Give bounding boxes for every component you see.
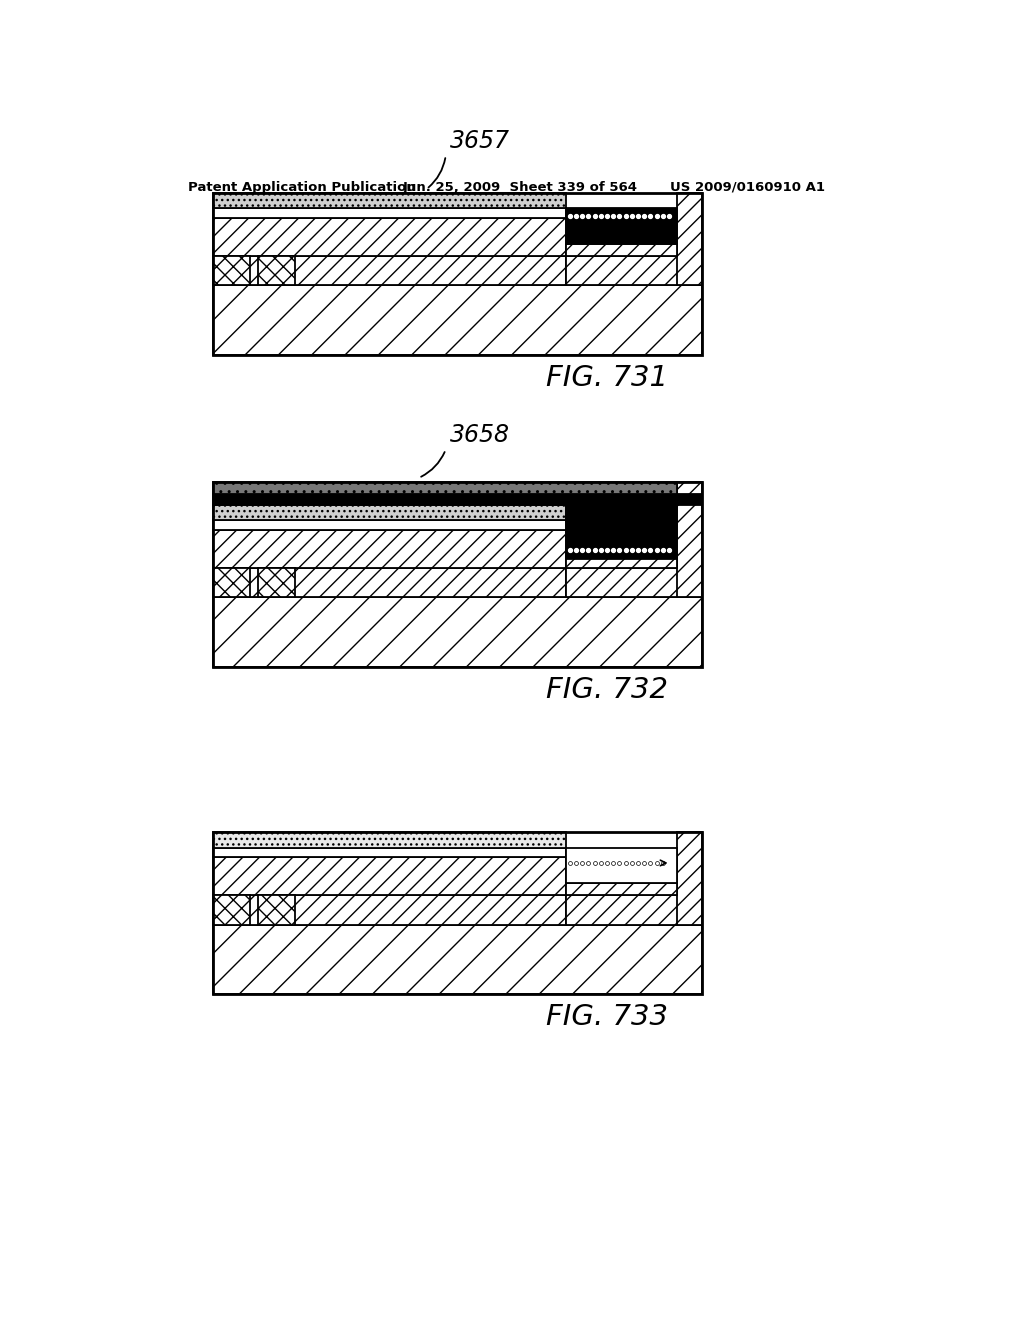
Bar bbox=[677, 482, 701, 598]
Text: Jun. 25, 2009  Sheet 339 of 564: Jun. 25, 2009 Sheet 339 of 564 bbox=[403, 181, 638, 194]
Text: 3657: 3657 bbox=[450, 129, 510, 153]
Bar bbox=[213, 256, 251, 285]
Bar bbox=[258, 568, 295, 598]
Bar bbox=[213, 924, 701, 994]
Bar bbox=[213, 285, 701, 355]
Bar bbox=[213, 529, 566, 568]
Bar bbox=[213, 568, 251, 598]
Bar bbox=[213, 494, 701, 506]
Bar bbox=[566, 895, 701, 924]
Bar bbox=[213, 506, 566, 520]
Bar bbox=[213, 520, 566, 529]
Bar bbox=[213, 895, 566, 924]
Bar bbox=[213, 832, 701, 994]
Bar bbox=[677, 193, 701, 285]
Bar bbox=[566, 883, 677, 895]
Bar bbox=[213, 895, 251, 924]
Bar bbox=[213, 568, 566, 598]
Text: US 2009/0160910 A1: US 2009/0160910 A1 bbox=[671, 181, 825, 194]
Bar bbox=[258, 256, 295, 285]
Bar bbox=[566, 506, 677, 558]
Bar bbox=[566, 568, 701, 598]
Bar bbox=[213, 847, 566, 857]
Bar bbox=[213, 482, 677, 494]
Bar bbox=[213, 482, 701, 667]
Bar bbox=[213, 193, 566, 209]
Bar bbox=[677, 832, 701, 924]
Bar bbox=[566, 256, 701, 285]
Text: FIG. 733: FIG. 733 bbox=[547, 1003, 669, 1031]
Bar bbox=[213, 857, 566, 895]
Bar bbox=[566, 209, 677, 244]
Text: FIG. 731: FIG. 731 bbox=[547, 364, 669, 392]
Text: 3658: 3658 bbox=[450, 424, 510, 447]
Bar bbox=[213, 598, 701, 667]
Bar bbox=[566, 847, 677, 883]
Bar bbox=[566, 244, 677, 256]
Bar bbox=[213, 256, 566, 285]
Bar bbox=[213, 193, 701, 355]
Bar bbox=[258, 895, 295, 924]
Bar bbox=[213, 218, 566, 256]
Text: Patent Application Publication: Patent Application Publication bbox=[188, 181, 416, 194]
Bar bbox=[213, 832, 566, 847]
Bar bbox=[213, 209, 566, 218]
Text: FIG. 732: FIG. 732 bbox=[547, 676, 669, 704]
Bar bbox=[566, 556, 677, 568]
